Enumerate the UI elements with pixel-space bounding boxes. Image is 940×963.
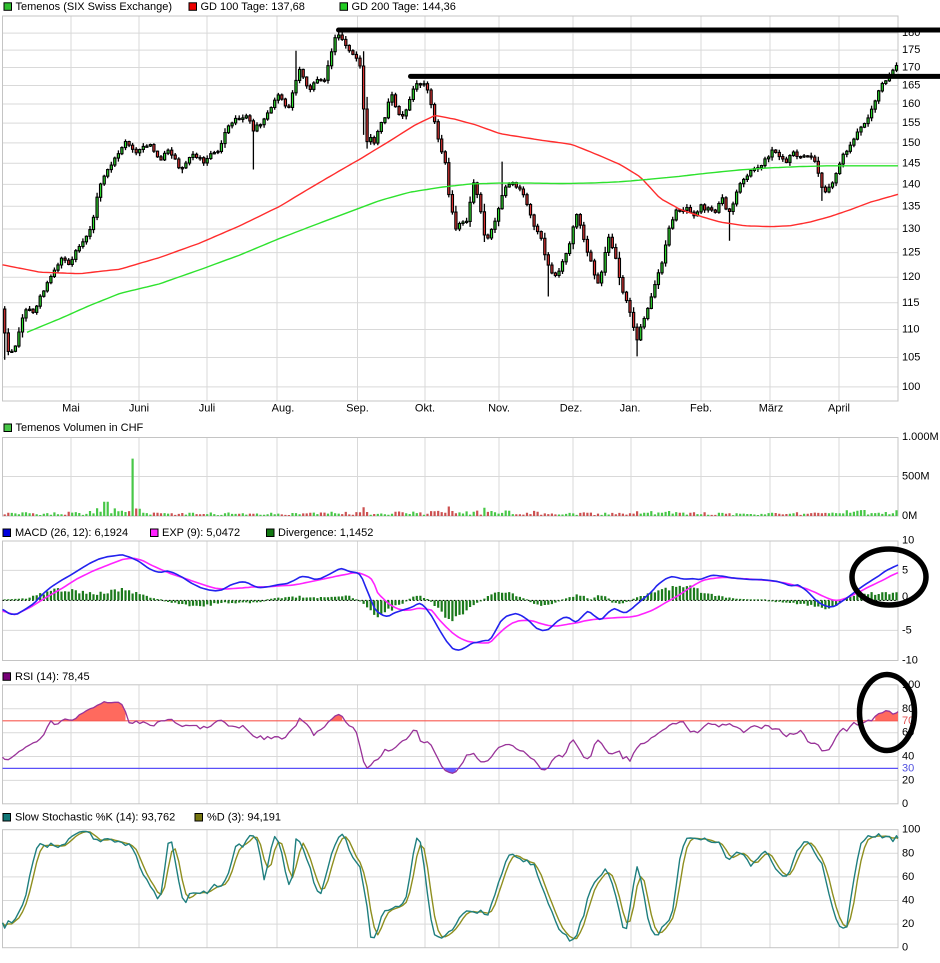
svg-text:April: April	[828, 403, 850, 415]
svg-text:Juli: Juli	[199, 403, 216, 415]
svg-text:Mai: Mai	[62, 403, 80, 415]
svg-text:5: 5	[902, 564, 908, 576]
svg-text:130: 130	[902, 223, 920, 235]
svg-text:0: 0	[902, 591, 908, 603]
svg-text:RSI (14): 78,45: RSI (14): 78,45	[15, 671, 90, 683]
svg-text:145: 145	[902, 157, 920, 169]
svg-text:0M: 0M	[902, 510, 917, 522]
svg-text:0: 0	[902, 798, 908, 810]
svg-text:1.000M: 1.000M	[902, 431, 939, 443]
svg-text:Okt.: Okt.	[415, 403, 435, 415]
svg-text:0: 0	[902, 942, 908, 954]
svg-text:160: 160	[902, 98, 920, 110]
svg-text:165: 165	[902, 80, 920, 92]
svg-text:EXP (9): 5,0472: EXP (9): 5,0472	[162, 527, 240, 539]
svg-text:Temenos Volumen in CHF: Temenos Volumen in CHF	[16, 422, 144, 434]
svg-text:170: 170	[902, 62, 920, 74]
svg-text:60: 60	[902, 871, 914, 883]
svg-text:Juni: Juni	[129, 403, 149, 415]
svg-text:125: 125	[902, 247, 920, 259]
svg-text:150: 150	[902, 137, 920, 149]
svg-text:140: 140	[902, 178, 920, 190]
svg-text:80: 80	[902, 847, 914, 859]
svg-text:Sep.: Sep.	[346, 403, 369, 415]
svg-text:GD 100 Tage: 137,68: GD 100 Tage: 137,68	[201, 1, 305, 13]
svg-text:110: 110	[902, 324, 920, 336]
svg-text:120: 120	[902, 271, 920, 283]
svg-text:GD 200 Tage: 144,36: GD 200 Tage: 144,36	[352, 1, 456, 13]
svg-text:Divergence: 1,1452: Divergence: 1,1452	[278, 527, 373, 539]
svg-text:40: 40	[902, 895, 914, 907]
svg-text:Temenos (SIX Swiss Exchange): Temenos (SIX Swiss Exchange)	[16, 1, 173, 13]
svg-text:500M: 500M	[902, 471, 930, 483]
svg-text:135: 135	[902, 200, 920, 212]
svg-text:80: 80	[902, 703, 914, 715]
svg-text:Aug.: Aug.	[272, 403, 295, 415]
svg-text:Jan.: Jan.	[620, 403, 641, 415]
svg-text:MACD (26, 12): 6,1924: MACD (26, 12): 6,1924	[15, 527, 128, 539]
svg-text:40: 40	[902, 751, 914, 763]
svg-text:10: 10	[902, 534, 914, 546]
svg-text:Dez.: Dez.	[560, 403, 583, 415]
svg-text:115: 115	[902, 297, 920, 309]
svg-text:Nov.: Nov.	[488, 403, 510, 415]
svg-text:-5: -5	[902, 624, 912, 636]
svg-text:März: März	[759, 403, 783, 415]
svg-text:100: 100	[902, 381, 920, 393]
svg-text:Feb.: Feb.	[690, 403, 712, 415]
svg-text:155: 155	[902, 117, 920, 129]
svg-text:-10: -10	[902, 654, 918, 666]
svg-text:30: 30	[902, 762, 914, 774]
svg-text:105: 105	[902, 352, 920, 364]
svg-text:20: 20	[902, 918, 914, 930]
svg-text:20: 20	[902, 774, 914, 786]
svg-text:Slow Stochastic %K (14): 93,76: Slow Stochastic %K (14): 93,762	[15, 812, 175, 824]
svg-text:%D (3): 94,191: %D (3): 94,191	[207, 812, 281, 824]
svg-text:175: 175	[902, 44, 920, 56]
svg-text:100: 100	[902, 824, 920, 836]
